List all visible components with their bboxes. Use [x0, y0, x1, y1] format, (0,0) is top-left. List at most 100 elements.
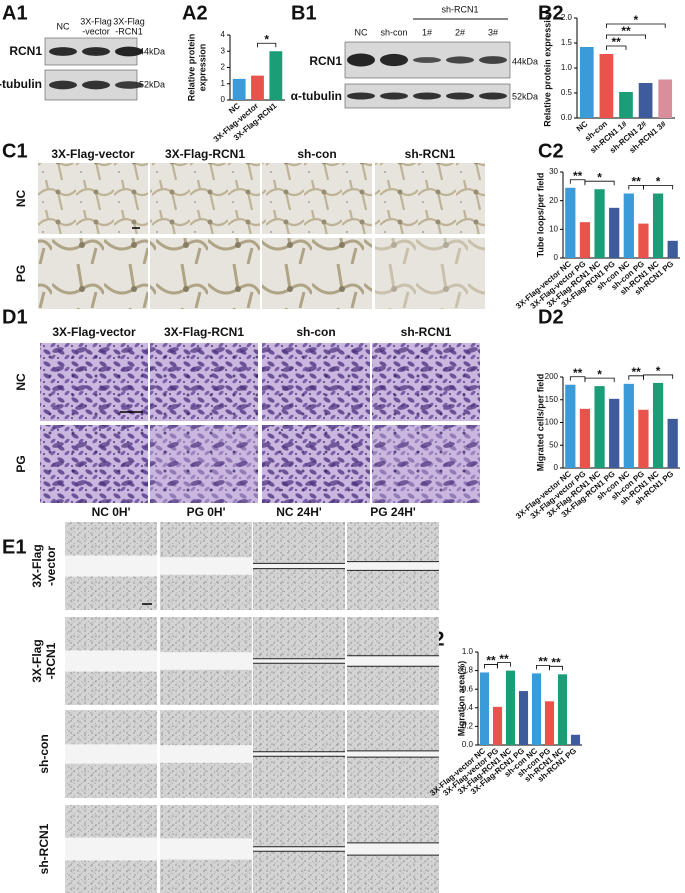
- panel-label: A1: [2, 2, 28, 24]
- row-label: NC: [14, 373, 28, 391]
- row-label: -vector: [44, 546, 58, 586]
- micrograph-texture: [150, 238, 260, 309]
- column-header: 3X-Flag-vector: [52, 325, 136, 339]
- bar: [557, 674, 568, 745]
- significance-bracket: [549, 665, 563, 671]
- lane-label: 3#: [488, 27, 498, 37]
- micrograph-texture: [150, 163, 260, 234]
- bar: [609, 398, 620, 468]
- size-label: 52kDa: [512, 91, 538, 101]
- bar: [638, 223, 649, 258]
- panel-label: B1: [291, 2, 317, 24]
- wound-gap: [253, 751, 345, 757]
- micrograph-texture: [372, 425, 480, 503]
- row-label: α-tubulin: [291, 89, 342, 103]
- micrograph-texture: [375, 163, 485, 234]
- significance-bracket: [606, 34, 646, 39]
- blot-band: [115, 46, 143, 57]
- significance-bracket: [606, 23, 666, 28]
- bar: [570, 734, 581, 745]
- column-header: 3X-Flag-RCN1: [165, 147, 245, 161]
- y-tick-label: 0.6: [462, 684, 474, 693]
- micrograph-texture: [262, 425, 370, 503]
- significance-label: **: [538, 655, 548, 669]
- lane-label: 3X-Flag: [80, 16, 112, 26]
- significance-label: **: [551, 655, 561, 669]
- row-label: α-tubulin: [0, 77, 42, 91]
- significance-label: **: [573, 366, 583, 380]
- significance-label: **: [612, 35, 622, 49]
- micrograph-texture: [150, 425, 258, 503]
- y-tick-label: 2: [221, 63, 226, 72]
- bar: [652, 193, 664, 258]
- y-tick-label: 1.5: [561, 38, 573, 47]
- wound-gap: [160, 652, 252, 670]
- bar: [638, 83, 653, 118]
- wound-gap: [347, 750, 439, 758]
- significance-bracket: [606, 45, 627, 50]
- significance-label: **: [499, 652, 509, 666]
- significance-bracket: [257, 42, 277, 48]
- y-tick-label: 0: [221, 95, 226, 104]
- column-header: 3X-Flag-RCN1: [164, 325, 244, 339]
- lane-label: 2#: [455, 27, 465, 37]
- blot-band: [413, 92, 441, 100]
- panel-label: C2: [538, 140, 564, 162]
- blot-band: [446, 56, 474, 64]
- column-header: sh-RCN1: [405, 147, 456, 161]
- row-label: sh-RCN1: [37, 823, 51, 874]
- bar: [594, 386, 605, 468]
- y-axis-label: Relative protein expression: [542, 9, 552, 127]
- blot-band: [380, 92, 408, 100]
- column-header: sh-con: [297, 147, 336, 161]
- significance-label: **: [621, 24, 631, 38]
- wound-gap: [65, 837, 157, 861]
- bar: [518, 691, 529, 745]
- bar: [251, 75, 264, 100]
- y-tick-label: 0.5: [561, 88, 573, 97]
- bar: [492, 706, 503, 745]
- panel-label: E1: [2, 536, 26, 558]
- panel-label: C1: [2, 140, 28, 162]
- bar: [579, 47, 594, 118]
- y-tick-label: 1.0: [462, 647, 474, 656]
- significance-bracket: [643, 185, 674, 190]
- significance-label: *: [264, 32, 269, 46]
- y-tick-label: 200: [545, 372, 559, 381]
- bar: [505, 670, 516, 745]
- lane-label: sh-con: [380, 27, 407, 37]
- bar: [544, 701, 555, 745]
- blot-band: [446, 92, 474, 100]
- lane-label: -vector: [82, 26, 110, 36]
- y-tick-label: 4: [221, 30, 226, 39]
- blot-band: [347, 53, 375, 67]
- y-tick-label: 0: [554, 463, 559, 472]
- bar: [269, 51, 283, 100]
- bar: [479, 672, 490, 745]
- wound-gap: [65, 555, 157, 577]
- y-axis-label: Migration area(%): [456, 661, 466, 737]
- micrograph-texture: [40, 425, 148, 503]
- panel-label: D2: [538, 306, 564, 328]
- micrograph-texture: [262, 238, 372, 309]
- blot-band: [380, 53, 408, 67]
- panel-label: A2: [182, 2, 208, 24]
- bar: [619, 92, 633, 118]
- column-header: sh-con: [296, 325, 335, 339]
- significance-label: *: [656, 364, 661, 378]
- blot-band: [49, 47, 77, 56]
- y-tick-label: 0.0: [561, 113, 573, 122]
- lane-label: 3X-Flag: [113, 16, 145, 26]
- panel-label: D1: [2, 306, 28, 328]
- bar: [531, 673, 542, 745]
- significance-label: **: [631, 175, 641, 189]
- wound-gap: [253, 658, 345, 664]
- bar: [658, 79, 673, 118]
- column-header: sh-RCN1: [401, 325, 452, 339]
- row-label: PG: [14, 455, 28, 472]
- wound-gap: [160, 838, 252, 860]
- bar: [667, 240, 678, 258]
- micrograph-texture: [38, 163, 148, 234]
- row-label: 3X-Flag: [30, 544, 44, 587]
